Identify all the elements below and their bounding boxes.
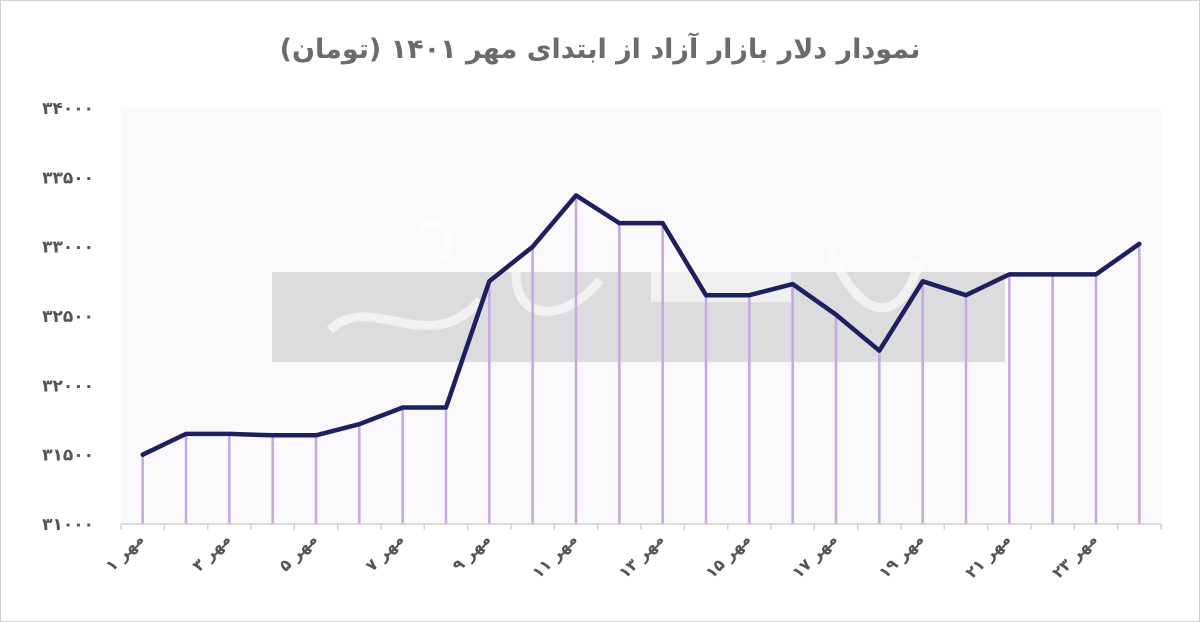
y-tick-label: ۳۱۵۰۰ (42, 446, 94, 466)
x-tick-label: ۹ مهر (448, 529, 494, 575)
x-tick-labels: ۱ مهر ۳ مهر ۵ مهر ۷ مهر ۹ مهر ۱۱ مهر ۱۳ مهر ۱۵ … (102, 529, 1101, 582)
series-line (140, 193, 1142, 457)
x-tick-label: ۵ مهر (275, 529, 321, 575)
y-tick-label: ۳۲۵۰۰ (42, 307, 94, 327)
x-tick-label: ۲۳ مهر (1048, 529, 1101, 582)
y-tick-label: ۳۱۰۰۰ (42, 515, 94, 535)
x-tick-label: ۱۹ مهر (875, 529, 928, 582)
x-tick-label: ۱۳ مهر (615, 529, 668, 582)
y-tick-label: ۳۳۵۰۰ (42, 168, 94, 188)
plot-area (121, 108, 1161, 524)
x-tick-label: ۱۱ مهر (528, 529, 581, 582)
chart-title: نمودار دلار بازار آزاد از ابتدای مهر ۱۴۰… (279, 34, 921, 65)
drop-lines (141, 195, 1141, 524)
y-tick-label: ۳۳۰۰۰ (42, 238, 94, 258)
x-tick-label: ۲۱ مهر (961, 529, 1014, 582)
y-tick-label: ۳۴۰۰۰ (42, 99, 94, 119)
x-tick-label: ۱۵ مهر (701, 529, 754, 582)
y-tick-label: ۳۲۰۰۰ (42, 376, 94, 396)
x-tick-label: ۷ مهر (362, 529, 408, 575)
x-tick-label: ۱۷ مهر (788, 529, 841, 582)
x-tick-label: ۱ مهر (102, 529, 148, 575)
y-tick-labels: ۳۱۰۰۰ ۳۱۵۰۰ ۳۲۰۰۰ ۳۲۵۰۰ ۳۳۰۰۰ ۳۳۵۰۰ ۳۴۰۰۰ (42, 99, 94, 535)
x-tick-marks (120, 524, 1162, 530)
watermark (272, 219, 1005, 362)
x-tick-label: ۳ مهر (188, 529, 234, 575)
